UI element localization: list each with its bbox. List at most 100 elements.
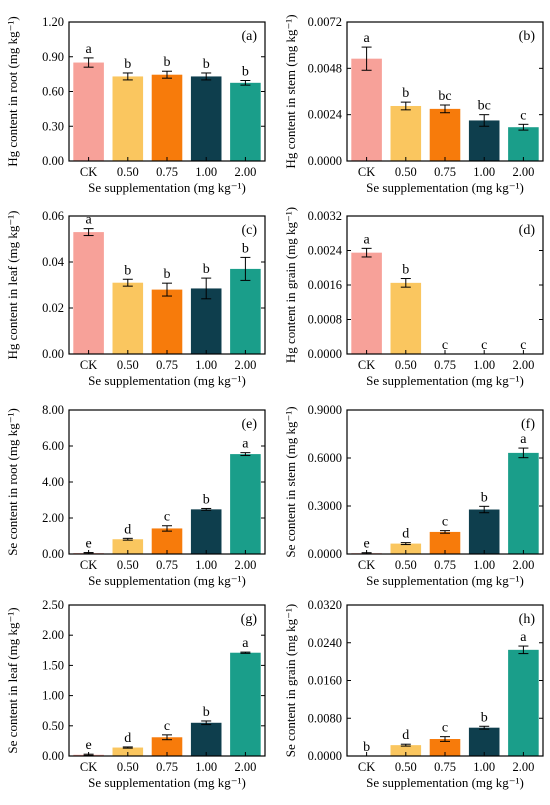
bar bbox=[190, 722, 222, 756]
significance-letter: bc bbox=[438, 89, 451, 104]
panel-label: (a) bbox=[241, 29, 257, 44]
significance-letter: b bbox=[363, 740, 370, 755]
y-tick-label: 0.00 bbox=[42, 154, 64, 168]
y-axis-label: Hg content in leaf (mg kg⁻¹) bbox=[5, 210, 20, 359]
y-tick-label: 0.0000 bbox=[308, 749, 342, 763]
bar bbox=[390, 282, 422, 354]
significance-letter: c bbox=[164, 719, 170, 734]
y-tick-label: 0.50 bbox=[42, 719, 64, 733]
chart-panel-c: a CK b 0.50 b 0.75 b 1.00 b 2.00 0.00 0.02 0.04 0.06 (… bbox=[5, 209, 266, 388]
y-tick-label: 0.30 bbox=[42, 119, 64, 133]
x-axis-label: Se supplementation (mg kg⁻¹) bbox=[88, 775, 246, 790]
bar bbox=[112, 282, 144, 354]
bar bbox=[190, 509, 222, 554]
significance-letter: bc bbox=[478, 99, 491, 114]
x-tick-label: CK bbox=[80, 165, 97, 179]
significance-letter: c bbox=[481, 338, 487, 353]
plot-frame bbox=[68, 21, 266, 162]
panel-label: (d) bbox=[519, 223, 536, 238]
significance-letter: c bbox=[442, 338, 448, 353]
panel-label: (b) bbox=[519, 29, 536, 44]
y-tick-label: 0.0016 bbox=[308, 278, 342, 292]
bar bbox=[112, 539, 144, 554]
bar bbox=[468, 509, 500, 554]
x-tick-label: 0.50 bbox=[395, 558, 417, 572]
bar bbox=[390, 543, 422, 554]
y-tick-label: 0.90 bbox=[42, 50, 64, 64]
x-tick-label: 1.00 bbox=[195, 165, 217, 179]
significance-letter: a bbox=[363, 31, 370, 46]
y-tick-label: 0.0000 bbox=[308, 347, 342, 361]
y-tick-label: 0.60 bbox=[42, 85, 64, 99]
x-tick-label: 1.00 bbox=[473, 558, 495, 572]
bar bbox=[390, 105, 422, 161]
chart-panel-h: b CK d 0.50 c 0.75 b 1.00 a 2.00 0.0000 0.0080 0.016… bbox=[283, 598, 544, 790]
y-tick-label: 0.0320 bbox=[308, 598, 342, 612]
bar bbox=[230, 268, 261, 354]
significance-letter: a bbox=[85, 213, 92, 228]
y-tick-label: 0.00 bbox=[42, 547, 64, 561]
y-tick-label: 0.9000 bbox=[308, 403, 342, 417]
x-tick-label: 1.00 bbox=[473, 165, 495, 179]
bar bbox=[429, 739, 461, 756]
y-tick-label: 6.00 bbox=[42, 439, 64, 453]
y-tick-label: 0.06 bbox=[42, 209, 64, 223]
x-tick-label: 0.50 bbox=[395, 358, 417, 372]
bar bbox=[151, 528, 183, 554]
chart-panel-e: e CK d 0.50 c 0.75 b 1.00 a 2.00 0.00 2.00 4.00 6.00 8… bbox=[5, 403, 266, 588]
panel-label: (c) bbox=[241, 223, 257, 238]
chart-panel-g: e CK d 0.50 c 0.75 b 1.00 a 2.00 0.00 0.50 1.00 1.50 2… bbox=[5, 598, 266, 790]
x-tick-label: 2.00 bbox=[234, 358, 256, 372]
x-tick-label: 0.50 bbox=[395, 760, 417, 774]
x-tick-label: 0.75 bbox=[434, 558, 456, 572]
x-tick-label: CK bbox=[80, 760, 97, 774]
x-tick-label: 1.00 bbox=[473, 358, 495, 372]
x-tick-label: 0.75 bbox=[156, 558, 178, 572]
significance-letter: b bbox=[203, 705, 210, 720]
x-axis-label: Se supplementation (mg kg⁻¹) bbox=[88, 573, 246, 588]
plot-frame bbox=[346, 604, 544, 757]
bar bbox=[429, 108, 461, 161]
y-axis-label: Se content in leaf (mg kg⁻¹) bbox=[5, 607, 20, 753]
y-tick-label: 0.0000 bbox=[308, 154, 342, 168]
significance-letter: b bbox=[203, 262, 210, 277]
plot-frame bbox=[346, 409, 544, 555]
bar bbox=[508, 649, 539, 756]
significance-letter: e bbox=[85, 738, 91, 753]
x-tick-label: 0.75 bbox=[434, 165, 456, 179]
x-axis-label: Se supplementation (mg kg⁻¹) bbox=[366, 373, 524, 388]
x-axis-label: Se supplementation (mg kg⁻¹) bbox=[366, 573, 524, 588]
significance-letter: c bbox=[520, 338, 526, 353]
y-axis-label: Se content in grain (mg kg⁻¹) bbox=[283, 604, 298, 757]
plot-frame bbox=[68, 215, 266, 355]
y-axis-label: Hg content in root (mg kg⁻¹) bbox=[5, 16, 20, 166]
y-tick-label: 0.00 bbox=[42, 347, 64, 361]
x-tick-label: 2.00 bbox=[512, 165, 534, 179]
y-tick-label: 4.00 bbox=[42, 475, 64, 489]
y-tick-label: 0.04 bbox=[42, 255, 65, 269]
x-tick-label: 2.00 bbox=[234, 165, 256, 179]
bar bbox=[112, 747, 144, 756]
bar bbox=[151, 74, 183, 161]
significance-letter: d bbox=[402, 728, 409, 743]
y-tick-label: 0.0080 bbox=[308, 711, 342, 725]
y-tick-label: 0.0024 bbox=[308, 108, 343, 122]
significance-letter: b bbox=[402, 86, 409, 101]
bar bbox=[468, 727, 500, 756]
bar bbox=[508, 127, 539, 161]
y-tick-label: 0.0160 bbox=[308, 674, 342, 688]
y-axis-label: Hg content in stem (mg kg⁻¹) bbox=[283, 14, 298, 168]
y-tick-label: 0.6000 bbox=[308, 451, 342, 465]
significance-letter: c bbox=[520, 108, 526, 123]
x-tick-label: 1.00 bbox=[473, 760, 495, 774]
significance-letter: b bbox=[124, 57, 131, 72]
bar bbox=[508, 452, 539, 554]
x-tick-label: 2.00 bbox=[234, 760, 256, 774]
significance-letter: b bbox=[203, 57, 210, 72]
bar bbox=[151, 289, 183, 354]
y-tick-label: 0.0008 bbox=[308, 313, 342, 327]
chart-panel-d: a CK b 0.50 c 0.75 c 1.00 c 2.00 0.0000 0.0008 0.001… bbox=[283, 207, 544, 388]
bar bbox=[230, 82, 261, 161]
significance-letter: d bbox=[124, 522, 131, 537]
significance-letter: a bbox=[242, 437, 249, 452]
